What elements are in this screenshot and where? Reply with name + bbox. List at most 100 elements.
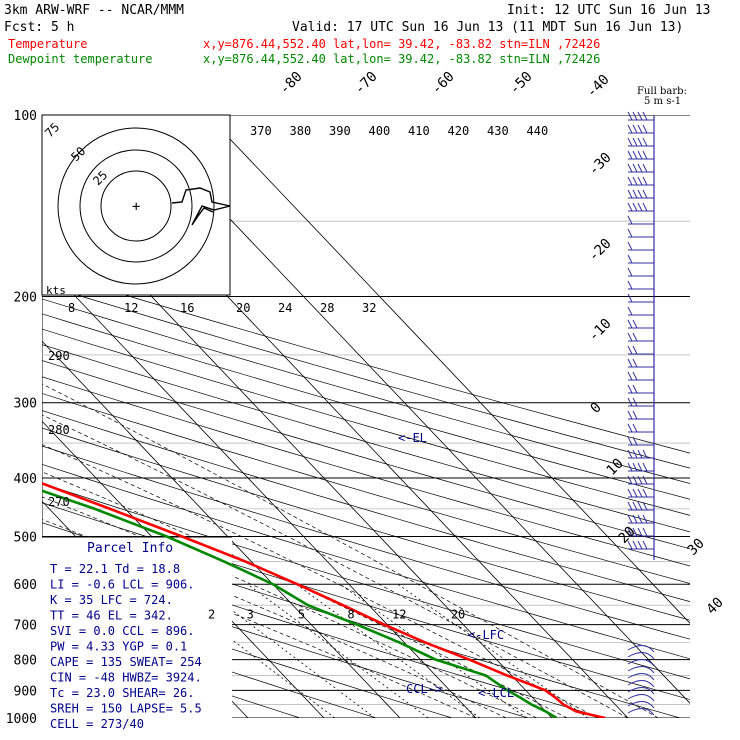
mixing-ratio-line	[296, 583, 481, 718]
theta-label: 440	[527, 124, 549, 138]
isotherm-label: -50	[507, 69, 536, 98]
moist-adiabat-line	[42, 496, 537, 718]
speed-scale-label: 20	[236, 301, 250, 315]
wind-barb-feather	[627, 176, 633, 186]
pressure-tick-label: 200	[14, 291, 37, 306]
temperature-location: x,y=876.44,552.40 lat,lon= 39.42, -83.82…	[203, 37, 600, 51]
wind-barb-feather	[637, 462, 643, 472]
wind-barb-feather	[627, 436, 633, 446]
parcel-row: CELL = 273/40	[50, 717, 144, 731]
pressure-tick-label: 800	[14, 654, 37, 669]
mixing-ratio-label: 5	[298, 608, 305, 622]
dry-adiabat-line	[42, 283, 690, 469]
wind-barb-feather	[637, 488, 643, 498]
mixing-ratio-line	[397, 583, 589, 718]
mixing-ratio-label: 20	[451, 608, 465, 622]
isotherm-line	[206, 115, 690, 624]
low-level-barb	[627, 645, 655, 653]
parcel-row: K = 35 LFC = 724.	[50, 593, 173, 607]
dry-adiabat-line	[42, 313, 690, 500]
dry-adiabat-line	[42, 427, 690, 621]
parcel-row: LI = -0.6 LCL = 906.	[50, 578, 195, 592]
dry-adiabat-line	[42, 393, 690, 584]
wind-barb-feather	[642, 137, 648, 147]
isotherm-label: 30	[685, 536, 708, 559]
wind-barb-feather	[637, 150, 643, 160]
wind-barb-feather	[627, 280, 633, 290]
isotherm-label: -20	[586, 236, 615, 265]
isotherm-label: -30	[586, 150, 615, 179]
parcel-info-panel: Parcel Info T = 22.1 Td = 18.8 LI = -0.6 L…	[42, 536, 232, 731]
isotherm-label: 10	[604, 456, 627, 479]
wind-barb-feather	[637, 449, 643, 459]
isotherm-label: 40	[704, 595, 727, 618]
dry-adiabat-line	[42, 298, 690, 484]
speed-scale-label: 12	[124, 301, 138, 315]
wind-barb-feather	[627, 371, 633, 381]
wind-barb-feather	[627, 254, 633, 264]
wind-barb-feather	[642, 189, 648, 199]
moist-adiabat-line	[42, 414, 629, 718]
theta-label: 370	[250, 124, 272, 138]
wind-barb-feather	[632, 345, 638, 355]
isotherm-label: 20	[616, 524, 639, 547]
wind-barb-feather	[627, 111, 633, 121]
pressure-tick-label: 600	[14, 578, 37, 593]
low-level-barb	[627, 659, 655, 667]
wind-barb-feather	[637, 202, 643, 212]
wind-barb-feather	[642, 527, 648, 537]
wind-barb-feather	[642, 111, 648, 121]
wind-barb-feather	[632, 202, 638, 212]
temperature-profile	[42, 482, 606, 718]
isotherm-label: -60	[429, 69, 458, 98]
wind-barb-feather	[632, 514, 638, 524]
parcel-annotation: <-LFC	[468, 628, 504, 642]
wind-barb-feather	[627, 163, 633, 173]
wind-barb-feather	[632, 488, 638, 498]
wind-barb-feather	[637, 514, 643, 524]
wind-barb-feather	[627, 501, 633, 511]
wind-barb-feather	[632, 371, 638, 381]
wind-barb-feather	[632, 163, 638, 173]
wind-barb-feather	[637, 189, 643, 199]
parcel-row: T = 22.1 Td = 18.8	[50, 562, 180, 576]
parcel-row: PW = 4.33 YGP = 0.1	[50, 640, 187, 654]
wind-barbs	[627, 111, 655, 716]
theta-label: 410	[408, 124, 430, 138]
wind-barb-feather	[642, 202, 648, 212]
theta-label: 380	[290, 124, 312, 138]
dry-adiabat-line	[42, 608, 377, 718]
wind-barb-feather	[627, 150, 633, 160]
forecast-hour: Fcst: 5 h	[4, 20, 74, 35]
profiles-layer	[42, 482, 606, 718]
theta-left-label: 270	[48, 495, 70, 509]
wind-barb-feather	[627, 410, 633, 420]
moist-adiabat-line	[42, 383, 659, 718]
wind-barb-feather	[632, 501, 638, 511]
wind-barb-feather	[632, 436, 638, 446]
wind-barb-feather	[627, 449, 633, 459]
speed-scale-label: 28	[320, 301, 334, 315]
wind-barb-feather	[637, 124, 643, 134]
speed-scale-label: 24	[278, 301, 292, 315]
wind-barb-feather	[627, 202, 633, 212]
wind-barb-feather	[642, 449, 648, 459]
parcel-annotation: <-EL	[398, 431, 427, 445]
parcel-row: CAPE = 135 SWEAT= 254	[50, 655, 202, 669]
wind-barb-feather	[642, 488, 648, 498]
wind-barb-feather	[627, 293, 633, 303]
wind-barb-feather	[632, 176, 638, 186]
theta-label: 420	[448, 124, 470, 138]
mixing-ratio-label: 8	[347, 608, 354, 622]
low-level-barb	[627, 673, 655, 681]
speed-scale-label: 8	[68, 301, 75, 315]
dry-adiabat-line	[42, 344, 690, 533]
theta-label: 400	[369, 124, 391, 138]
hodograph-trace	[171, 187, 231, 226]
hodograph-center: +	[132, 199, 140, 215]
dry-adiabat-line	[42, 564, 529, 718]
wind-barb-feather	[637, 501, 643, 511]
pressure-tick-label: 400	[14, 472, 37, 487]
